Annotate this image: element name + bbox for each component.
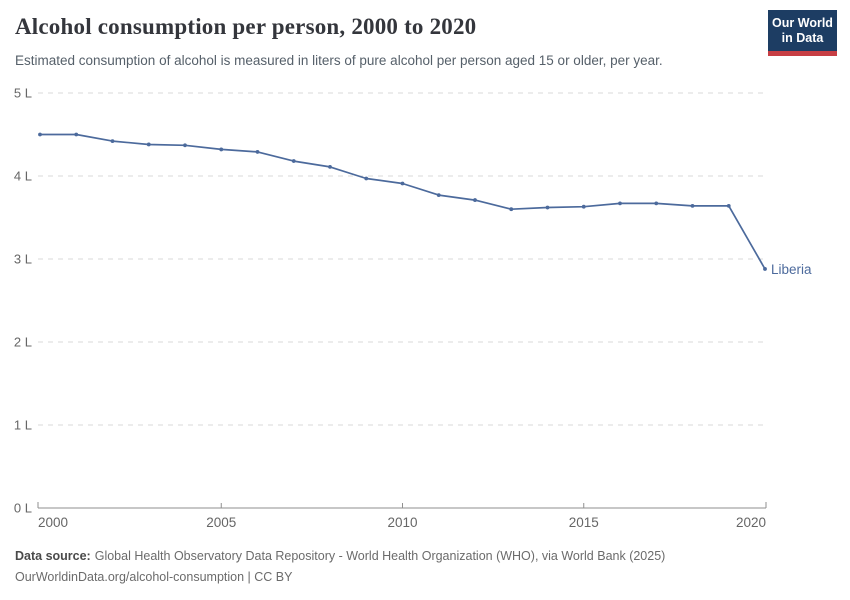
data-point	[38, 132, 42, 137]
data-point	[219, 147, 224, 152]
data-point	[400, 181, 405, 186]
data-point	[473, 198, 477, 202]
owid-logo-line2: in Data	[781, 30, 824, 45]
owid-logo[interactable]: Our World in Data	[768, 10, 837, 56]
chart-footer: Data source: Global Health Observatory Da…	[15, 546, 835, 588]
datasource-label: Data source:	[15, 549, 91, 563]
data-point	[618, 201, 622, 206]
y-axis-tick-label: 2 L	[14, 335, 32, 350]
data-point	[328, 164, 332, 169]
data-point	[545, 205, 550, 210]
data-point	[509, 207, 514, 212]
y-axis-tick-label: 4 L	[14, 169, 32, 184]
data-point	[146, 142, 151, 147]
data-point	[654, 201, 659, 206]
data-point	[581, 204, 586, 209]
x-axis-tick-label: 2015	[569, 515, 599, 530]
owid-logo-line1: Our World	[772, 15, 833, 30]
datasource-line: Data source: Global Health Observatory Da…	[15, 546, 835, 567]
y-axis-tick-label: 1 L	[14, 418, 32, 433]
y-axis-tick-label: 0 L	[14, 501, 32, 516]
data-point	[726, 203, 731, 208]
data-point	[74, 132, 79, 137]
data-point	[110, 139, 115, 144]
data-point	[183, 143, 187, 148]
series-end-label: Liberia	[771, 262, 812, 277]
x-axis-tick-label: 2005	[206, 515, 236, 530]
x-axis-tick-label: 2020	[736, 515, 766, 530]
data-point	[364, 176, 369, 181]
license-line: OurWorldinData.org/alcohol-consumption |…	[15, 570, 293, 584]
data-point	[291, 159, 296, 163]
owid-logo-red-strip	[768, 51, 837, 56]
data-point	[763, 267, 767, 271]
y-axis-tick-label: 5 L	[14, 86, 32, 101]
chart-title: Alcohol consumption per person, 2000 to …	[15, 14, 477, 39]
chart-subtitle: Estimated consumption of alcohol is meas…	[15, 53, 663, 68]
x-axis-tick-label: 2000	[38, 515, 68, 530]
y-axis-tick-label: 3 L	[14, 252, 32, 267]
data-point	[255, 150, 260, 154]
x-axis-tick-label: 2010	[387, 515, 417, 530]
data-point	[690, 203, 695, 208]
datasource-text: Global Health Observatory Data Repositor…	[94, 549, 666, 563]
data-point	[436, 193, 441, 197]
